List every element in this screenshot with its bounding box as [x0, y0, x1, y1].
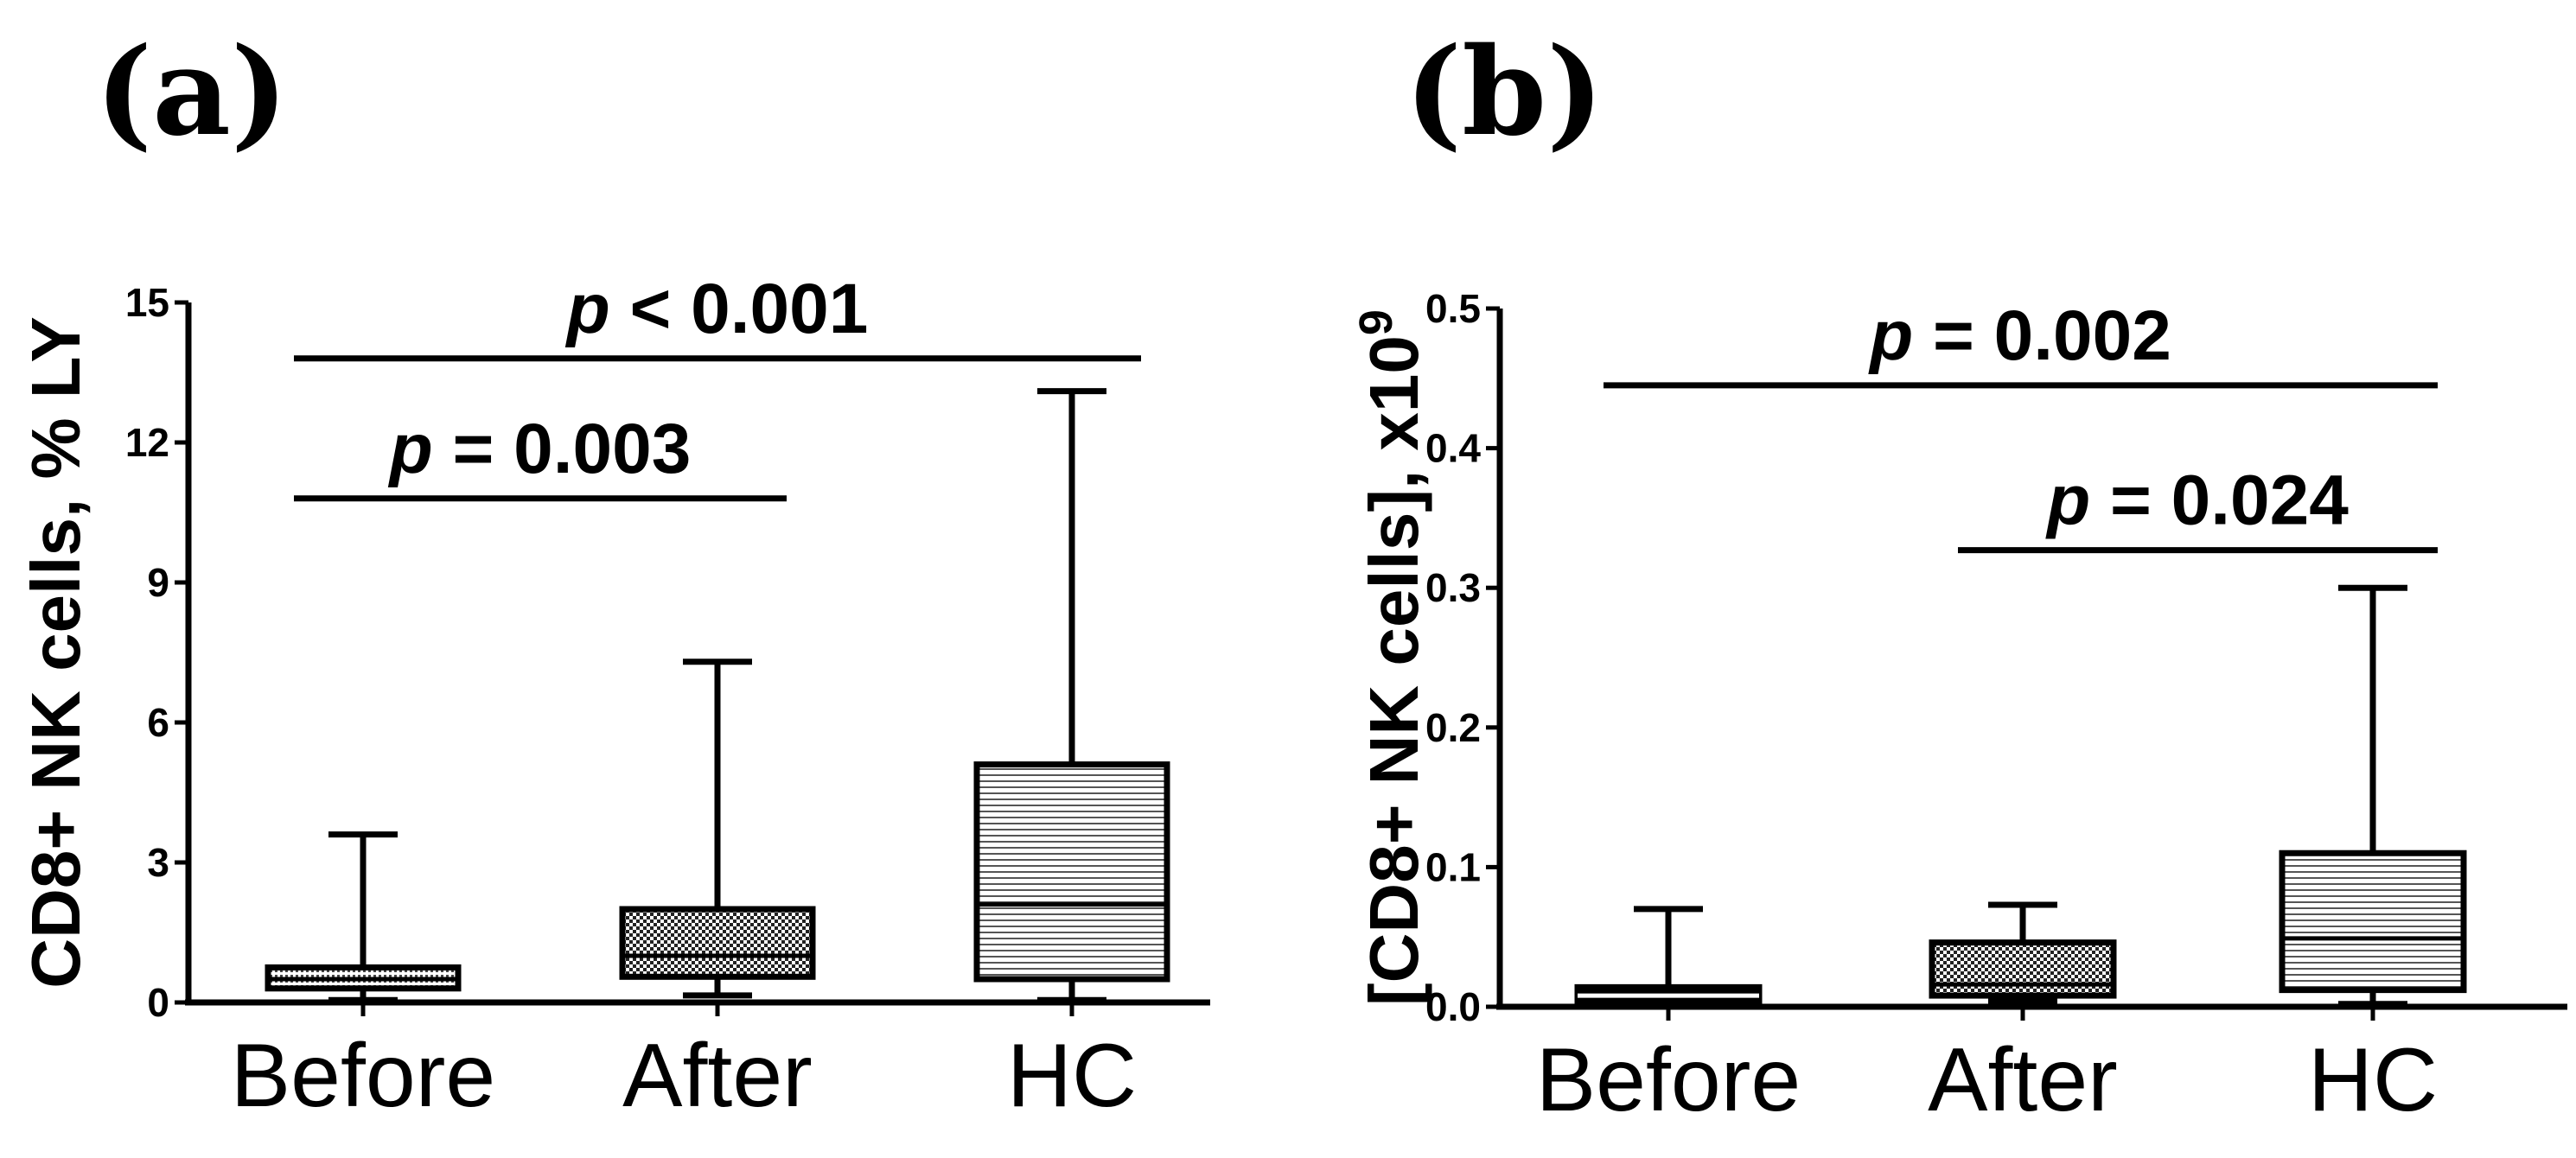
category-label: HC	[1007, 1026, 1137, 1126]
box-after	[1929, 939, 2117, 999]
y-tick-label: 15	[125, 280, 169, 325]
plot-a: 0 3 6 9 12 15 Before After HC CD8+ NK cells, % LY…	[17, 270, 1210, 1126]
p-value-label: p < 0.001	[565, 270, 869, 348]
y-tick-label: 0.5	[1425, 286, 1481, 331]
y-tick-label: 0.3	[1425, 565, 1481, 610]
panel-label-a: (a)	[95, 22, 288, 163]
box-hc	[973, 761, 1170, 983]
category-label: After	[622, 1026, 813, 1126]
y-tick-label: 0	[147, 980, 169, 1025]
category-label: Before	[1536, 1030, 1801, 1130]
y-tick-label: 0.4	[1425, 426, 1481, 471]
p-value-label: p = 0.002	[1868, 296, 2171, 375]
p-value-label: p = 0.024	[2045, 461, 2349, 540]
y-axis-label: CD8+ NK cells, % LY	[17, 316, 94, 988]
p-value: = 0.003	[433, 410, 692, 488]
box-hc	[2279, 849, 2467, 994]
category-label: HC	[2308, 1030, 2438, 1130]
panel-a: (a) 0 3 6 9 12 15 Before After HC CD8+ NK cells, …	[17, 22, 1210, 1126]
y-tick-label: 0.0	[1425, 984, 1481, 1029]
y-tick-label: 9	[147, 560, 169, 605]
y-tick-label: 3	[147, 840, 169, 885]
y-tick-label: 0.2	[1425, 705, 1481, 750]
p-symbol: p	[388, 410, 433, 488]
p-value: = 0.024	[2090, 461, 2349, 540]
category-label: After	[1928, 1030, 2118, 1130]
p-value: = 0.002	[1913, 296, 2171, 375]
p-value-label: p = 0.003	[388, 410, 692, 488]
y-tick-label: 0.1	[1425, 844, 1481, 889]
panel-b: (b) 0.0 0.1 0.2 0.3 0.4 0.5 Before After HC [CD8+…	[1350, 22, 2567, 1130]
category-label: Before	[231, 1026, 495, 1126]
plot-b: 0.0 0.1 0.2 0.3 0.4 0.5 Before After HC [CD8+ NK …	[1350, 286, 2567, 1130]
y-tick-label: 6	[147, 700, 169, 745]
p-symbol: p	[1868, 296, 1913, 375]
p-value: < 0.001	[610, 270, 869, 348]
p-symbol: p	[565, 270, 610, 348]
y-axis-label-superscript: 9	[1350, 309, 1402, 335]
panel-label-b: (b)	[1405, 22, 1604, 163]
box-after	[619, 906, 816, 980]
y-axis-label: [CD8+ NK cells], x109	[1350, 309, 1432, 1006]
y-tick-label: 12	[125, 420, 169, 465]
p-symbol: p	[2045, 461, 2090, 540]
